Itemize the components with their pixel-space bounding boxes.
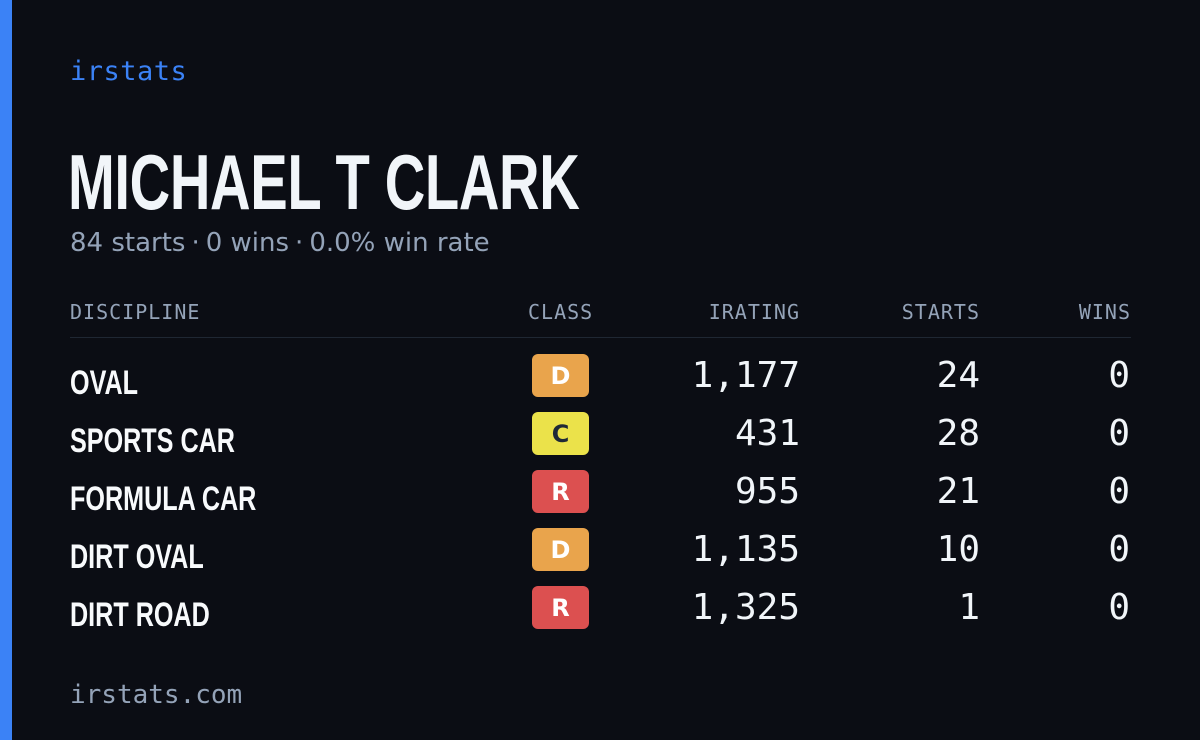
class-badge: R [532, 470, 589, 513]
wins-value: 0 [1108, 587, 1130, 628]
table-body: OVAL D 1,177 24 0 SPORTS CAR C 431 28 0 … [70, 352, 1131, 642]
wins-value: 0 [1108, 471, 1130, 512]
wins-value: 0 [1108, 355, 1130, 396]
stats-table: DISCIPLINE CLASS IRATING STARTS WINS OVA… [70, 298, 1131, 642]
starts-value: 28 [936, 413, 980, 454]
table-row: OVAL D 1,177 24 0 [70, 352, 1131, 410]
class-badge: R [532, 586, 589, 629]
footer-site-url[interactable]: irstats.com [70, 680, 243, 710]
wins-value: 0 [1108, 413, 1130, 454]
column-header-discipline: DISCIPLINE [70, 300, 201, 324]
discipline-name: DIRT OVAL [70, 538, 204, 576]
irating-value: 1,135 [691, 529, 800, 570]
irating-value: 431 [734, 413, 800, 454]
class-badge: C [532, 412, 589, 455]
table-row: DIRT OVAL D 1,135 10 0 [70, 526, 1131, 584]
table-row: DIRT ROAD R 1,325 1 0 [70, 584, 1131, 642]
wins-summary: 0 wins [205, 228, 290, 258]
separator-dot: · [295, 228, 304, 258]
driver-name: MICHAEL T CLARK [68, 138, 580, 226]
class-badge: D [532, 528, 589, 571]
column-header-wins: WINS [1078, 300, 1131, 324]
table-row: FORMULA CAR R 955 21 0 [70, 468, 1131, 526]
accent-bar [0, 0, 12, 740]
discipline-name: SPORTS CAR [70, 422, 235, 460]
irating-value: 1,177 [691, 355, 800, 396]
irating-value: 1,325 [691, 587, 800, 628]
discipline-name: FORMULA CAR [70, 480, 257, 518]
table-row: SPORTS CAR C 431 28 0 [70, 410, 1131, 468]
separator-dot: · [191, 228, 200, 258]
driver-summary: 84 starts · 0 wins · 0.0% win rate [70, 228, 490, 258]
irating-value: 955 [734, 471, 800, 512]
starts-value: 24 [936, 355, 980, 396]
discipline-name: DIRT ROAD [70, 596, 210, 634]
starts-summary: 84 starts [70, 228, 186, 258]
brand-logo-text[interactable]: irstats [70, 56, 188, 87]
class-badge: D [532, 354, 589, 397]
starts-value: 10 [936, 529, 980, 570]
column-header-irating: IRATING [708, 300, 800, 324]
column-header-starts: STARTS [901, 300, 980, 324]
table-header: DISCIPLINE CLASS IRATING STARTS WINS [70, 298, 1131, 338]
win-rate-summary: 0.0% win rate [309, 228, 490, 258]
column-header-class: CLASS [528, 300, 594, 324]
starts-value: 1 [958, 587, 980, 628]
wins-value: 0 [1108, 529, 1130, 570]
discipline-name: OVAL [70, 364, 139, 402]
starts-value: 21 [936, 471, 980, 512]
